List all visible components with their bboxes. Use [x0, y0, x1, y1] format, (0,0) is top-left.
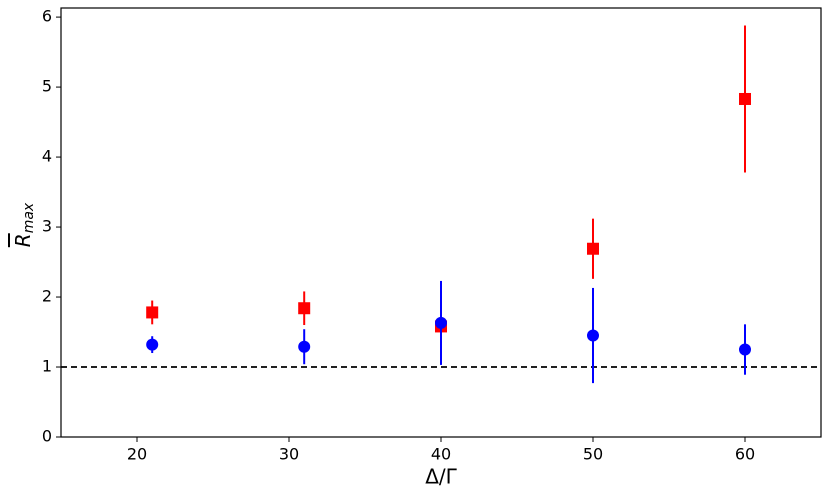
point	[146, 306, 159, 319]
point	[146, 338, 159, 351]
x-tick-label: 60	[735, 445, 755, 464]
x-tick-label: 30	[279, 445, 299, 464]
point	[587, 242, 599, 255]
y-tick-label: 1	[42, 357, 52, 376]
x-tick-label: 40	[431, 445, 451, 464]
plot-frame	[60, 7, 822, 438]
point	[298, 302, 311, 315]
y-tick-label: 2	[42, 287, 52, 306]
y-axis-title: Rmax	[11, 202, 38, 247]
point	[739, 92, 751, 105]
y-tick-label: 0	[42, 427, 52, 446]
y-tick-label: 3	[42, 217, 52, 236]
point	[298, 340, 311, 353]
y-axis-title-main: R	[11, 233, 35, 247]
x-axis-title: Δ/Γ	[425, 465, 457, 489]
y-tick-label: 6	[42, 7, 52, 26]
point	[739, 343, 751, 356]
y-tick-label: 5	[42, 77, 52, 96]
y-axis-title-sub: max	[21, 202, 37, 233]
point	[435, 316, 447, 329]
x-tick-label: 50	[583, 445, 603, 464]
x-tick-label: 20	[127, 445, 147, 464]
point	[587, 329, 599, 342]
y-tick-label: 4	[42, 147, 52, 166]
